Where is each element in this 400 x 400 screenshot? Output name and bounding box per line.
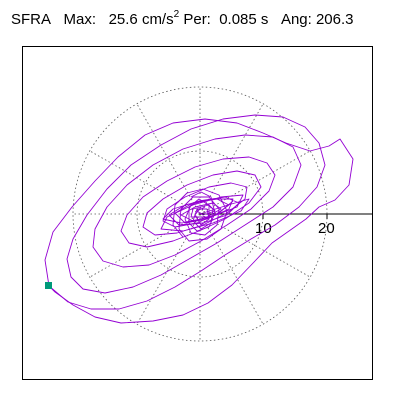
fourth-orbit-trace bbox=[142, 170, 262, 236]
plot-header: SFRA Max: 25.6 cm/s2 Per: 0.085 s Ang: 2… bbox=[11, 9, 354, 28]
max-label: Max: bbox=[63, 11, 97, 28]
tick-label-10: 10 bbox=[255, 220, 272, 237]
third-orbit-trace bbox=[92, 134, 302, 268]
grid-spoke bbox=[199, 150, 311, 215]
max-value: 25.6 bbox=[108, 11, 138, 28]
trace-start-marker bbox=[45, 282, 52, 289]
inner-cluster-trace bbox=[188, 191, 216, 232]
grid-spoke bbox=[199, 103, 264, 215]
station-label: SFRA bbox=[11, 11, 52, 28]
grid-spoke bbox=[199, 213, 311, 278]
max-unit-exponent: 2 bbox=[173, 9, 180, 20]
grid-spoke bbox=[89, 150, 201, 215]
polar-plot: 10 20 bbox=[44, 86, 372, 342]
inner-cluster-trace bbox=[172, 188, 228, 242]
second-orbit-trace bbox=[48, 114, 326, 310]
polar-plot-frame: 10 20 bbox=[22, 46, 373, 380]
grid-spoke bbox=[199, 213, 264, 325]
period-label: Per: bbox=[183, 11, 211, 28]
grid-spoke bbox=[136, 213, 201, 325]
angle-label: Ang: bbox=[280, 11, 312, 28]
period-value: 0.085 s bbox=[219, 11, 269, 28]
tick-label-20: 20 bbox=[318, 220, 335, 237]
angle-value: 206.3 bbox=[315, 11, 354, 28]
grid-spoke bbox=[136, 103, 201, 215]
outer-orbit-trace bbox=[44, 118, 354, 324]
max-unit: cm/s bbox=[141, 11, 174, 28]
motion-trace bbox=[44, 114, 354, 324]
